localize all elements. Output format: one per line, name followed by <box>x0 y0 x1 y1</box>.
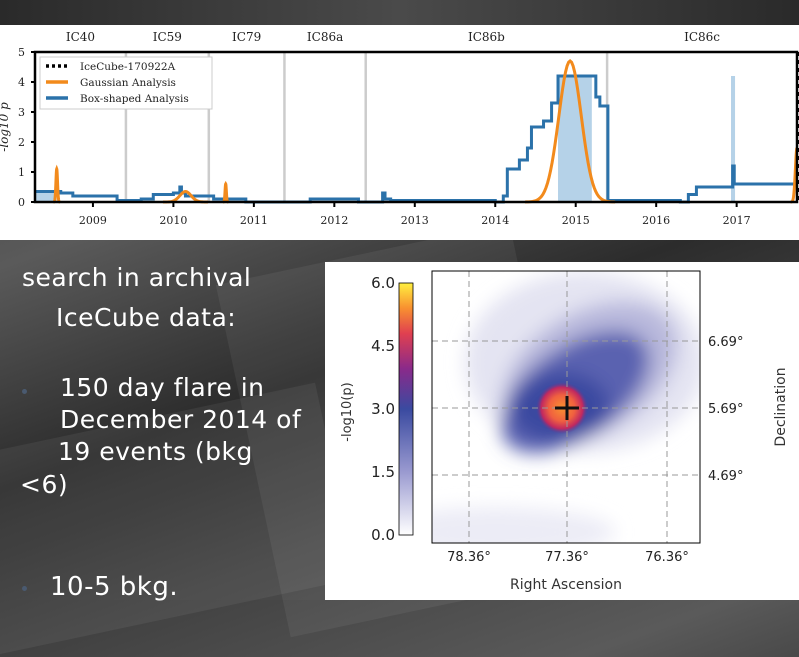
colorbar <box>398 282 414 536</box>
skymap-chart: 6.0 4.5 3.0 1.5 0.0 -log10(p) 78.36° 77.36° 76… <box>325 262 799 600</box>
season-label: IC86b <box>468 30 505 44</box>
plot-frame <box>33 50 799 204</box>
season-label: IC86c <box>684 30 720 44</box>
y-tick-label: 5.69° <box>708 402 743 417</box>
bullet-icon <box>22 586 27 591</box>
legend-label: IceCube-170922A <box>80 61 176 73</box>
gaussian-analysis-line <box>222 180 229 204</box>
skymap-svg: 6.0 4.5 3.0 1.5 0.0 -log10(p) 78.36° 77.36° 76… <box>340 270 789 593</box>
colorbar-label: -log10(p) <box>340 382 355 441</box>
heading-line-1: search in archival <box>22 263 252 292</box>
legend-box <box>39 56 213 110</box>
y-tick-label: 3 <box>18 106 25 119</box>
shaded-region <box>558 76 592 202</box>
x-tick-label: 2017 <box>723 214 751 227</box>
top-bar <box>0 0 799 25</box>
season-label: IC79 <box>232 30 261 44</box>
bullet-1-line-4: <6) <box>20 470 69 499</box>
gaussian-analysis-line <box>524 59 616 204</box>
map-frame <box>431 270 701 544</box>
x-tick-label: 2016 <box>642 214 670 227</box>
x-tick-label: 78.36° <box>447 550 491 565</box>
bullet-1-line-1: 150 day flare in <box>60 373 265 402</box>
y-axis-label: -log10 p <box>0 102 11 152</box>
y-tick-label: 0 <box>18 196 25 209</box>
x-tick-label: 76.36° <box>645 550 689 565</box>
y-tick-label: 4.69° <box>708 469 743 484</box>
x-tick-label: 2014 <box>481 214 509 227</box>
y-tick-label: 5 <box>18 46 25 59</box>
heatmap <box>432 271 700 543</box>
legend: IceCube-170922A Gaussian Analysis Box-shap… <box>39 56 213 110</box>
x-tick-label: 77.36° <box>545 550 589 565</box>
season-label: IC59 <box>153 30 182 44</box>
y-axis-label: Declination <box>773 367 789 446</box>
x-axis-label: Right Ascension <box>510 577 622 593</box>
x-tick-label: 2009 <box>79 214 107 227</box>
shaded-region <box>35 191 57 202</box>
legend-label: Gaussian Analysis <box>80 77 176 89</box>
shaded-region <box>731 76 736 202</box>
y-tick-label: 2 <box>18 136 25 149</box>
colorbar-tick-label: 4.5 <box>371 337 395 355</box>
heading-line-2: IceCube data: <box>56 303 237 332</box>
season-label: IC86a <box>307 30 343 44</box>
lightcurve-svg: IC40 IC59 IC79 IC86a IC86b IC86c 0 1 2 3 4 5 2009 201… <box>0 30 799 227</box>
bullet-icon <box>22 389 27 394</box>
legend-label: Box-shaped Analysis <box>80 93 189 105</box>
y-tick-label: 4 <box>18 76 25 89</box>
colorbar-tick-label: 1.5 <box>371 463 395 481</box>
colorbar-tick-label: 3.0 <box>371 400 395 418</box>
season-label: IC40 <box>66 30 95 44</box>
best-fit-cross-icon <box>555 396 579 420</box>
bullet-1-line-2: December 2014 of <box>60 405 302 434</box>
y-tick-label: 1 <box>18 166 25 179</box>
x-tick-label: 2010 <box>159 214 187 227</box>
x-tick-label: 2011 <box>240 214 268 227</box>
colorbar-tick-label: 0.0 <box>371 526 395 544</box>
lightcurve-chart: IC40 IC59 IC79 IC86a IC86b IC86c 0 1 2 3 4 5 2009 201… <box>0 25 799 240</box>
x-tick-label: 2015 <box>562 214 590 227</box>
x-tick-label: 2013 <box>401 214 429 227</box>
bullet-1-line-3: 19 events (bkg <box>58 437 253 466</box>
x-tick-label: 2012 <box>320 214 348 227</box>
colorbar-tick-label: 6.0 <box>371 274 395 292</box>
y-tick-label: 6.69° <box>708 335 743 350</box>
bullet-2-line-1: 10-5 bkg. <box>50 572 179 602</box>
